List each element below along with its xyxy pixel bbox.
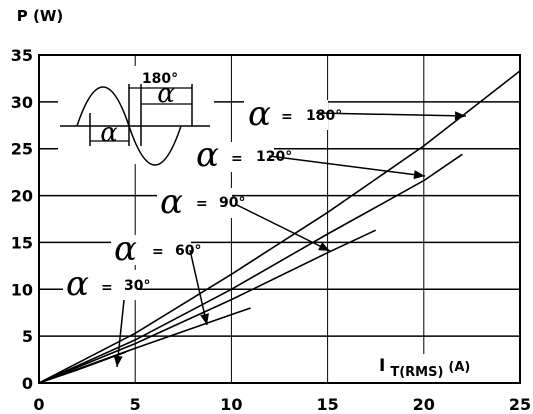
series-arrow bbox=[236, 204, 331, 252]
inset-bg bbox=[58, 66, 214, 164]
series-angle: 60° bbox=[175, 243, 201, 259]
y-tick-label: 5 bbox=[22, 327, 33, 346]
inset-label-alpha-top: α bbox=[157, 79, 175, 109]
y-tick-label: 30 bbox=[11, 93, 33, 112]
series-line bbox=[38, 351, 126, 384]
y-tick-label: 15 bbox=[11, 233, 33, 252]
x-axis-label-bg bbox=[376, 354, 516, 382]
series-arrowhead bbox=[318, 242, 330, 251]
x-axis-label: I T(RMS) (A) bbox=[379, 356, 470, 380]
series-label: α = 120° bbox=[192, 135, 426, 180]
series-label: α = 180° bbox=[244, 94, 467, 134]
series-equals: = bbox=[231, 151, 243, 167]
series-alpha-symbol: α bbox=[248, 94, 271, 134]
series-label: α = 60° bbox=[111, 229, 209, 326]
x-tick-label: 10 bbox=[220, 395, 242, 414]
x-tick-label: 5 bbox=[130, 395, 141, 414]
x-tick-label: 0 bbox=[33, 395, 44, 414]
x-tick-label: 15 bbox=[316, 395, 338, 414]
series-annotations: α = 180°α = 120°α = 90°α = 60°α = 30° bbox=[63, 94, 467, 368]
series-label-bg bbox=[244, 100, 328, 130]
series-alpha-symbol: α bbox=[160, 182, 183, 222]
series-arrow bbox=[268, 155, 426, 177]
y-tick-label: 10 bbox=[11, 280, 33, 299]
series-arrowhead bbox=[200, 313, 209, 325]
series-label-bg bbox=[111, 235, 191, 265]
series-equals: = bbox=[196, 196, 208, 212]
series-label: α = 90° bbox=[157, 182, 331, 252]
series-angle: 180° bbox=[306, 108, 342, 124]
series-equals: = bbox=[152, 244, 164, 260]
series-arrowhead bbox=[113, 355, 123, 367]
series-alpha-symbol: α bbox=[114, 229, 137, 269]
y-tick-label: 35 bbox=[11, 46, 33, 65]
series-line bbox=[38, 229, 377, 384]
series-arrow bbox=[116, 299, 125, 368]
series-equals: = bbox=[101, 280, 113, 296]
series-arrowhead bbox=[454, 111, 466, 121]
series-label-bg bbox=[63, 270, 137, 300]
x-tick-label: 25 bbox=[509, 395, 531, 414]
series-equals: = bbox=[281, 109, 293, 125]
y-tick-label: 20 bbox=[11, 187, 33, 206]
series-angle: 90° bbox=[219, 195, 245, 211]
y-tick-labels: 0 5 10 15 20 25 30 35 bbox=[11, 46, 33, 393]
y-tick-label: 0 bbox=[22, 374, 33, 393]
series-label-bg bbox=[157, 188, 232, 218]
plot-frame bbox=[38, 54, 521, 384]
inset-label-alpha-bottom: α bbox=[100, 118, 118, 148]
series-arrow bbox=[315, 112, 467, 117]
x-tick-labels: 0 5 10 15 20 25 bbox=[33, 395, 531, 414]
series-alpha-symbol: α bbox=[196, 135, 219, 175]
y-axis-label: P (W) bbox=[17, 7, 63, 25]
series-alpha-symbol: α bbox=[66, 264, 89, 304]
series-label: α = 30° bbox=[63, 264, 150, 368]
inset-label-180: 180° bbox=[142, 71, 178, 87]
x-axis-label-main: I bbox=[379, 356, 385, 376]
series-line bbox=[38, 153, 463, 384]
x-tick-label: 20 bbox=[413, 395, 435, 414]
waveform-inset: 180° α α bbox=[58, 66, 214, 166]
series-arrow bbox=[189, 249, 208, 326]
series-angle: 30° bbox=[124, 278, 150, 294]
y-tick-label: 25 bbox=[11, 140, 33, 159]
x-axis-label-sub: T(RMS) bbox=[390, 365, 443, 380]
x-axis-label-unit: (A) bbox=[448, 360, 470, 375]
series-label-bg bbox=[192, 142, 274, 172]
series-arrowhead bbox=[413, 170, 425, 180]
